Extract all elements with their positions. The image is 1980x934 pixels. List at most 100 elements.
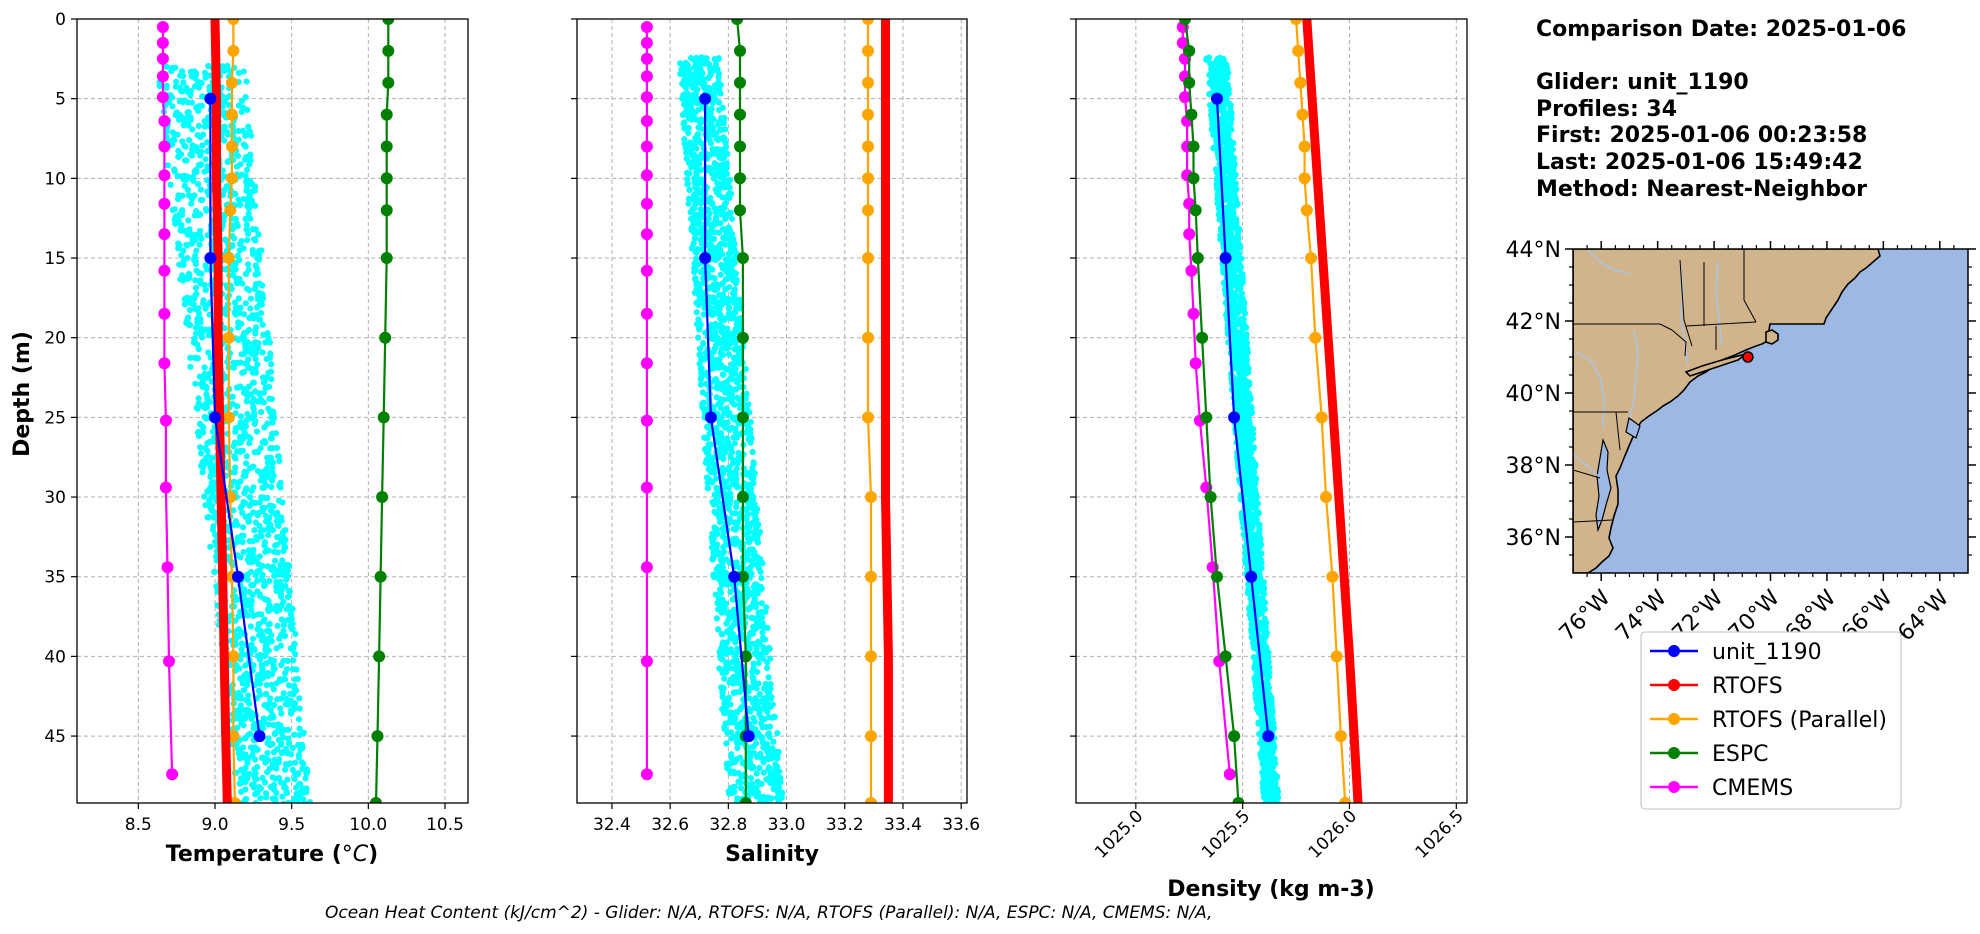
glider-scatter-point — [1220, 115, 1227, 122]
glider-scatter-point — [272, 730, 279, 737]
glider-scatter-point — [750, 535, 757, 542]
glider-scatter-point — [695, 334, 702, 341]
glider-scatter-point — [1228, 184, 1235, 191]
glider-scatter-point — [243, 460, 250, 467]
salinity-cmems-point — [640, 70, 653, 83]
glider-scatter-point — [707, 140, 715, 147]
glider-scatter-point — [246, 287, 253, 294]
glider-scatter-point — [758, 600, 765, 607]
temperature-frame — [76, 18, 469, 804]
glider-scatter-point — [1234, 319, 1241, 326]
glider-scatter-point — [206, 438, 213, 445]
glider-scatter-point — [236, 448, 243, 455]
glider-scatter-point — [265, 672, 272, 680]
glider-scatter-point — [285, 682, 292, 689]
glider-scatter-point — [238, 108, 245, 116]
glider-scatter-point — [259, 349, 266, 356]
glider-scatter-point — [242, 778, 249, 786]
glider-scatter-point — [178, 151, 185, 158]
glider-scatter-point — [199, 196, 206, 204]
glider-scatter-point — [221, 236, 229, 243]
glider-scatter-point — [278, 661, 285, 669]
glider-scatter-point — [195, 162, 202, 169]
temperature-ytick-label: 30 — [44, 488, 66, 508]
glider-scatter-point — [751, 470, 758, 477]
glider-scatter-point — [252, 356, 259, 363]
glider-scatter-point — [242, 271, 250, 278]
glider-scatter-point — [240, 127, 247, 134]
glider-scatter-point — [272, 557, 279, 564]
glider-scatter-point — [730, 249, 738, 256]
glider-scatter-point — [720, 371, 727, 378]
glider-scatter-point — [725, 466, 732, 473]
glider-scatter-point — [241, 714, 248, 722]
salinity-unit-1190-point — [728, 570, 741, 583]
glider-scatter-point — [703, 84, 710, 91]
temperature-ytick-label: 35 — [44, 568, 66, 588]
glider-scatter-point — [259, 484, 266, 491]
glider-scatter-point — [204, 139, 211, 146]
glider-scatter-point — [258, 533, 265, 540]
temperature-cmems-point — [158, 228, 171, 241]
salinity-espc-point — [736, 491, 749, 503]
glider-scatter-point — [259, 321, 266, 328]
glider-scatter-point — [717, 404, 724, 412]
glider-scatter-point — [263, 660, 270, 667]
glider-scatter-point — [719, 351, 727, 359]
glider-scatter-point — [1230, 259, 1237, 266]
glider-scatter-point — [171, 206, 178, 213]
glider-scatter-point — [692, 249, 699, 256]
density-grid — [1076, 18, 1467, 803]
glider-scatter-point — [734, 744, 741, 752]
temperature-ytick-label: 10 — [44, 169, 66, 189]
glider-scatter-point — [285, 593, 292, 600]
salinity-espc-point — [734, 140, 746, 153]
temperature-cmems-point — [156, 70, 169, 83]
glider-scatter-point — [713, 130, 720, 137]
glider-scatter-point — [237, 383, 244, 390]
temperature-espc-point — [379, 331, 392, 344]
glider-scatter-point — [714, 439, 721, 446]
glider-scatter-point — [725, 304, 733, 311]
glider-scatter-point — [730, 689, 737, 696]
glider-scatter-point — [760, 634, 767, 642]
temperature-espc-point — [380, 108, 393, 121]
glider-scatter-point — [280, 734, 287, 741]
glider-scatter-point — [236, 256, 243, 264]
salinity-cmems-point — [640, 481, 653, 494]
glider-scatter-point — [685, 200, 692, 207]
glider-scatter-point — [288, 710, 295, 717]
glider-scatter-point — [195, 314, 203, 321]
glider-scatter-point — [175, 245, 182, 252]
glider-scatter-point — [700, 339, 707, 347]
glider-scatter-point — [754, 729, 761, 736]
glider-scatter-point — [759, 629, 766, 636]
glider-scatter-point — [188, 200, 195, 207]
glider-scatter-point — [231, 235, 238, 242]
glider-scatter-point — [232, 299, 239, 306]
salinity-unit-1190-point — [699, 252, 712, 264]
glider-scatter-point — [248, 744, 255, 751]
glider-scatter-point — [205, 398, 212, 405]
glider-scatter-point — [1231, 339, 1238, 346]
glider-scatter-point — [204, 232, 211, 239]
glider-scatter-point — [705, 115, 712, 122]
glider-scatter-point — [693, 169, 700, 176]
temperature-xtick-label: 9.5 — [278, 815, 305, 835]
glider-scatter-point — [711, 364, 719, 371]
glider-scatter-point — [219, 103, 226, 110]
glider-scatter-point — [713, 384, 720, 391]
glider-scatter-point — [696, 189, 703, 196]
temperature-xtick-label: 8.5 — [125, 815, 152, 835]
glider-scatter-point — [1226, 271, 1234, 278]
glider-scatter-point — [716, 135, 723, 142]
glider-scatter-point — [291, 770, 299, 777]
glider-scatter-point — [244, 393, 251, 400]
glider-scatter-point — [241, 156, 249, 163]
glider-scatter-point — [716, 505, 723, 512]
glider-scatter-point — [192, 166, 199, 174]
glider-scatter-point — [713, 394, 720, 401]
glider-scatter-point — [225, 101, 232, 108]
glider-scatter-point — [193, 247, 200, 254]
salinity-xtick-label: 32.4 — [593, 815, 631, 835]
